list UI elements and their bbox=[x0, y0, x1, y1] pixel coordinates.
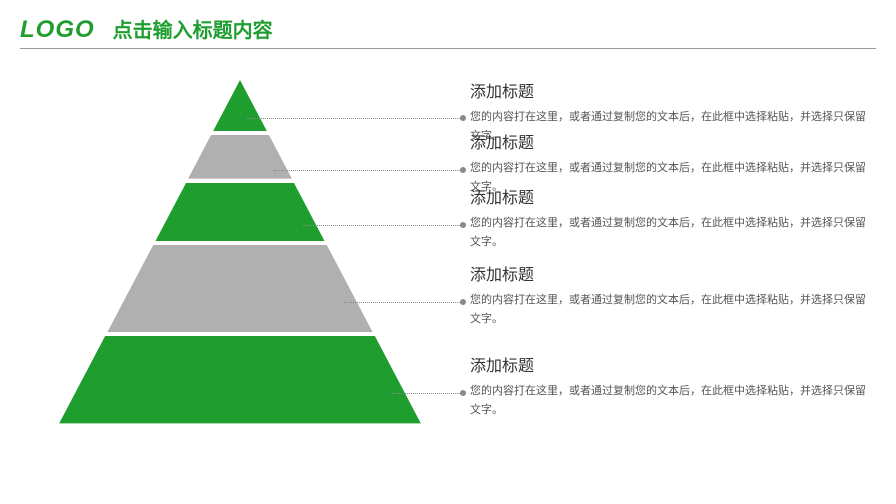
item-title: 添加标题 bbox=[470, 129, 870, 153]
item-body: 您的内容打在这里，或者通过复制您的文本后，在此框中选择粘贴，并选择只保留文字。 bbox=[470, 214, 870, 251]
connector-line bbox=[392, 393, 460, 394]
bullet-icon bbox=[460, 222, 466, 228]
bullet-icon bbox=[460, 115, 466, 121]
item-body: 您的内容打在这里，或者通过复制您的文本后，在此框中选择粘贴，并选择只保留文字。 bbox=[470, 291, 870, 328]
page-title: 点击输入标题内容 bbox=[113, 14, 273, 43]
item-title: 添加标题 bbox=[470, 352, 870, 376]
header-rule bbox=[20, 48, 876, 49]
item-body: 您的内容打在这里，或者通过复制您的文本后，在此框中选择粘贴，并选择只保留文字。 bbox=[470, 382, 870, 419]
bullet-icon bbox=[460, 299, 466, 305]
list-item: 添加标题您的内容打在这里，或者通过复制您的文本后，在此框中选择粘贴，并选择只保留… bbox=[470, 261, 870, 328]
bullet-icon bbox=[460, 167, 466, 173]
logo: LOGO bbox=[20, 16, 95, 44]
pyramid-diagram bbox=[40, 80, 440, 460]
pyramid-layer-4 bbox=[40, 245, 440, 332]
item-title: 添加标题 bbox=[470, 78, 870, 102]
item-title: 添加标题 bbox=[470, 184, 870, 208]
slide: LOGO 点击输入标题内容 添加标题您的内容打在这里，或者通过复制您的文本后，在… bbox=[0, 0, 896, 504]
header: LOGO 点击输入标题内容 bbox=[20, 14, 876, 46]
pyramid-layer-5 bbox=[40, 336, 440, 423]
connector-line bbox=[303, 225, 460, 226]
list-item: 添加标题您的内容打在这里，或者通过复制您的文本后，在此框中选择粘贴，并选择只保留… bbox=[470, 352, 870, 419]
bullet-icon bbox=[460, 390, 466, 396]
connector-line bbox=[274, 170, 460, 171]
item-title: 添加标题 bbox=[470, 261, 870, 285]
connector-line bbox=[247, 118, 460, 119]
connector-line bbox=[344, 302, 460, 303]
pyramid-layer-1 bbox=[40, 80, 440, 131]
pyramid-layer-3 bbox=[40, 183, 440, 241]
list-item: 添加标题您的内容打在这里，或者通过复制您的文本后，在此框中选择粘贴，并选择只保留… bbox=[470, 184, 870, 251]
pyramid-layer-2 bbox=[40, 135, 440, 179]
